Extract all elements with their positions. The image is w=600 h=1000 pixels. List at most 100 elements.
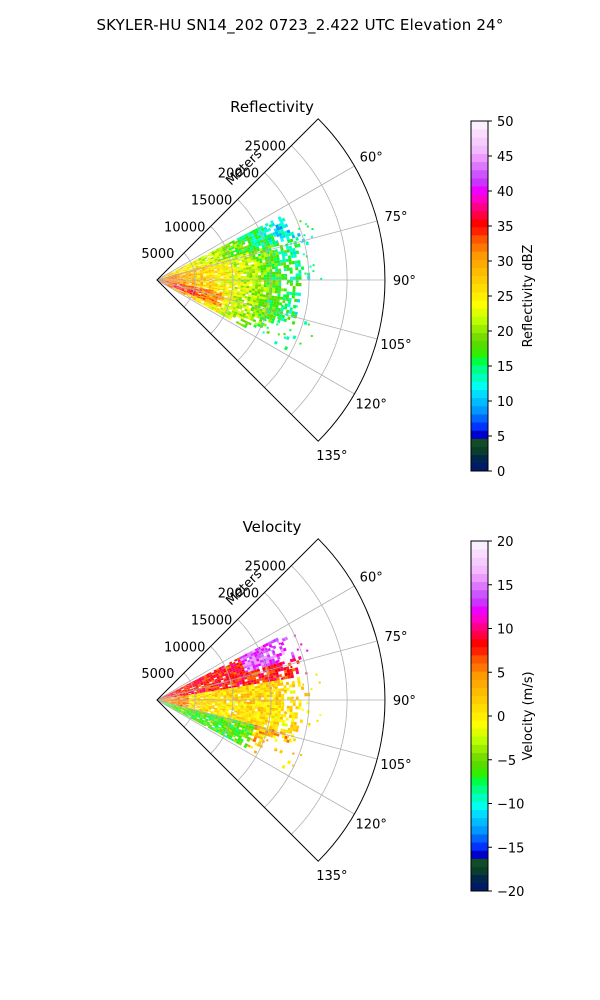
radar-gate (228, 266, 232, 269)
radar-gate (262, 682, 266, 686)
radar-gate (213, 266, 217, 269)
radar-gate (221, 713, 225, 716)
radar-gate (206, 713, 210, 716)
radar-gate (249, 275, 253, 278)
radar-gate (208, 708, 212, 710)
radar-gate (243, 691, 247, 694)
radar-gate (185, 703, 189, 705)
radar-gate (174, 283, 177, 285)
radar-gate (239, 663, 243, 667)
radar-speckle (310, 688, 313, 691)
radar-gate (263, 687, 267, 691)
radar-gate (259, 225, 264, 230)
radar-gate (229, 703, 233, 705)
radar-gate (246, 693, 250, 696)
radar-gate (266, 709, 270, 713)
radar-gate (250, 315, 255, 319)
radar-gate (205, 284, 209, 286)
colorbar-swatch (471, 589, 488, 599)
radar-gate (253, 681, 257, 685)
radar-gate (205, 690, 209, 693)
radar-gate (289, 705, 293, 709)
radar-gate (206, 716, 210, 719)
radar-gate (183, 280, 186, 282)
radar-gate (239, 682, 243, 685)
radar-gate (235, 741, 240, 745)
radar-gate (216, 687, 220, 689)
radar-gate (195, 265, 199, 268)
radar-gate (217, 706, 221, 709)
radar-gate (212, 701, 215, 703)
radar-gate (191, 283, 195, 285)
radar-gate (227, 664, 231, 668)
radar-gate (260, 706, 264, 710)
radar-gate (195, 687, 199, 689)
radar-gate (231, 676, 235, 679)
radar-gate (250, 679, 254, 683)
radar-gate (290, 279, 293, 283)
radar-gate (239, 711, 243, 714)
radar-gate (196, 298, 200, 301)
radar-gate (283, 230, 288, 235)
radar-gate (206, 703, 209, 705)
radar-gate (223, 278, 227, 280)
radar-gate (214, 680, 218, 683)
radar-gate (162, 696, 166, 698)
radar-gate (182, 287, 185, 289)
radar-gate (231, 302, 235, 306)
radar-gate (289, 708, 293, 713)
radar-gate (222, 721, 226, 724)
radar-gate (290, 674, 294, 679)
radar-gate (227, 716, 231, 719)
radar-gate (225, 709, 229, 712)
radar-gate (236, 670, 240, 674)
radar-gate (261, 731, 265, 735)
radar-gate (283, 738, 288, 743)
radar-gate (258, 255, 262, 259)
radar-gate (222, 268, 226, 271)
radar-gate (246, 311, 250, 315)
radar-gate (277, 668, 281, 672)
radar-gate (207, 290, 211, 293)
radar-gate (223, 695, 227, 697)
radar-gate (223, 698, 227, 700)
radar-gate (162, 699, 166, 700)
radar-gate (249, 238, 254, 242)
radar-speckle (308, 724, 311, 727)
radar-gate (245, 685, 249, 688)
radar-gate (233, 665, 238, 669)
radar-gate (250, 668, 254, 672)
radar-gate (193, 260, 197, 263)
radar-gate (192, 718, 196, 721)
radar-gate (188, 701, 192, 703)
radar-gate (226, 693, 230, 696)
radar-gate (176, 272, 180, 274)
radar-gate (286, 708, 290, 712)
radar-gate (233, 305, 237, 308)
radar-gate (180, 281, 184, 283)
radar-gate (252, 282, 256, 285)
colorbar-tick-label: 5 (497, 666, 505, 681)
radar-gate (217, 272, 221, 275)
radar-gate (218, 310, 223, 314)
radar-gate (281, 224, 286, 229)
radar-gate (220, 278, 224, 280)
radial-line (156, 220, 378, 281)
radar-gate (249, 704, 253, 707)
radar-gate (269, 734, 274, 738)
radar-gate (207, 258, 212, 261)
radar-gate (244, 250, 249, 253)
radar-gate (199, 298, 203, 301)
radar-gate (278, 674, 283, 678)
radar-gate (199, 287, 203, 290)
radar-gate (263, 274, 267, 278)
radar-gate (170, 693, 174, 695)
radar-gate (217, 250, 221, 254)
radar-gate (209, 295, 213, 298)
radar-speckle (300, 240, 303, 243)
radar-gate (251, 708, 255, 711)
radar-gate (227, 714, 231, 717)
radar-gate (283, 318, 288, 323)
radar-gate (201, 293, 205, 296)
radar-gate (172, 287, 176, 290)
